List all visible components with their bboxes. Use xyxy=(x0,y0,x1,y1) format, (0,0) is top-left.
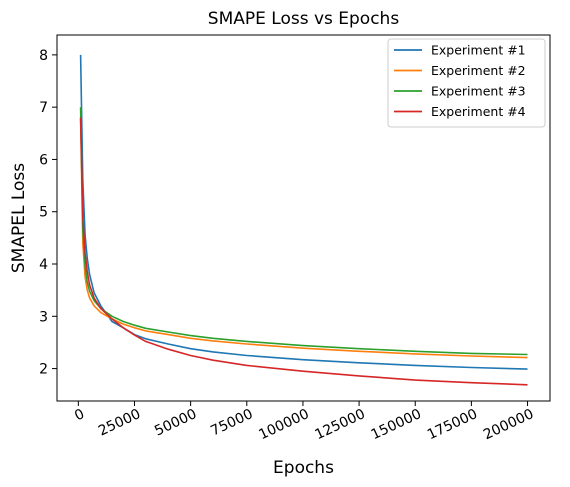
x-tick-label: 75000 xyxy=(208,406,255,439)
legend-box xyxy=(387,38,546,128)
legend-items: Experiment #1 Experiment #2 Experiment #3 E… xyxy=(394,43,526,119)
y-tick-label: 7 xyxy=(39,100,48,116)
y-tick-label: 4 xyxy=(39,257,48,273)
legend-label-3: Experiment #3 xyxy=(431,84,526,99)
y-tick-label: 2 xyxy=(39,362,48,378)
legend-label-4: Experiment #4 xyxy=(431,104,526,119)
x-tick-label: 200000 xyxy=(481,406,536,443)
y-tick-label: 3 xyxy=(39,309,48,325)
y-tick-label: 5 xyxy=(39,205,48,221)
legend-label-1: Experiment #1 xyxy=(431,43,526,58)
x-tick-label: 50000 xyxy=(152,406,199,439)
x-axis-ticks: 0 25000 50000 75000 100000 125000 150000 175000… xyxy=(72,401,536,443)
x-tick-label: 0 xyxy=(72,406,87,424)
x-tick-label: 100000 xyxy=(256,406,311,443)
series-line-1 xyxy=(79,54,528,370)
legend-label-2: Experiment #2 xyxy=(431,63,526,78)
series-layer xyxy=(79,54,528,386)
series-line-3 xyxy=(79,107,528,356)
x-tick-label: 125000 xyxy=(313,406,368,443)
y-tick-label: 6 xyxy=(39,152,48,168)
y-axis-ticks: 2 3 4 5 6 7 8 xyxy=(39,48,57,378)
chart-title: SMAPE Loss vs Epochs xyxy=(208,9,400,29)
x-tick-label: 25000 xyxy=(96,406,143,439)
x-tick-label: 150000 xyxy=(369,406,424,443)
y-axis-label: SMAPEL Loss xyxy=(9,163,29,273)
x-axis-label: Epochs xyxy=(273,458,334,478)
series-line-2 xyxy=(79,117,528,359)
legend: Experiment #1 Experiment #2 Experiment #3 E… xyxy=(387,38,546,128)
x-tick-label: 175000 xyxy=(425,406,480,443)
series-line-4 xyxy=(79,117,528,386)
y-tick-label: 8 xyxy=(39,48,48,64)
